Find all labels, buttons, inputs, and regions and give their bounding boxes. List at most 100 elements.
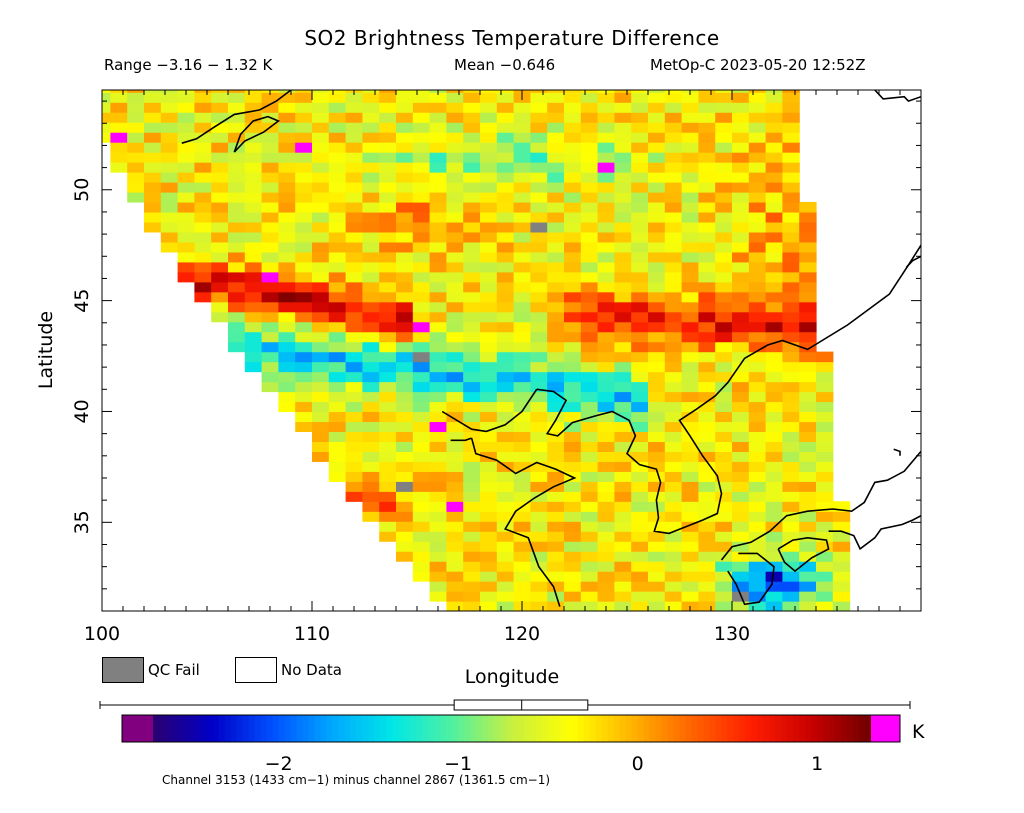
colorbar-segment [571,715,579,742]
heatmap-cell [446,581,464,592]
heatmap-cell [664,142,683,153]
heatmap-cell [194,152,212,163]
heatmap-cell [597,591,615,602]
heatmap-cell [698,571,716,582]
heatmap-cell [631,571,649,582]
heatmap-cell [429,571,447,582]
heatmap-cell [396,221,414,233]
heatmap-cell [698,72,715,83]
heatmap-cell [816,471,834,482]
heatmap-cell [278,241,296,253]
heatmap-cell [732,401,750,413]
heatmap-cell [732,601,750,611]
heatmap-cell [648,191,666,203]
colorbar-segment [613,715,621,742]
heatmap-cell [429,461,447,472]
heatmap-cell [765,221,783,233]
heatmap-cell [631,381,649,393]
heatmap-cell [648,341,666,353]
heatmap-cell [496,371,515,383]
heatmap-cell [480,201,498,213]
colorbar-segment [583,715,591,742]
colorbar-segment [164,715,172,742]
heatmap-cell [698,321,716,333]
heatmap-cell [496,291,515,303]
heatmap-cell [278,311,296,323]
heatmap-cell [765,321,783,333]
heatmap-cell [698,591,716,602]
heatmap-cell [396,501,414,512]
heatmap-cell [379,451,397,462]
heatmap-cell [245,72,262,83]
heatmap-cell [379,431,397,442]
heatmap-cell [345,321,363,333]
heatmap-cell [648,441,666,452]
heatmap-cell [631,401,649,413]
heatmap-cell [194,221,212,233]
heatmap-cell [799,241,817,253]
heatmap-cell [463,511,481,522]
heatmap-cell [480,271,498,283]
heatmap-cell [160,142,179,153]
heatmap-cell [782,72,799,83]
heatmap-cell [748,281,767,293]
heatmap-cell [379,371,397,383]
heatmap-cell [463,401,481,413]
heatmap-cell [160,112,179,123]
heatmap-cell [782,371,800,383]
heatmap-cell [446,371,464,383]
heatmap-cell [748,221,767,233]
heatmap-cell [631,411,649,423]
heatmap-cell [144,172,162,183]
heatmap-cell [396,441,414,452]
heatmap-cell [379,142,397,153]
heatmap-cell [631,261,649,273]
heatmap-cell [261,381,279,393]
heatmap-cell [295,211,313,223]
heatmap-cell [379,271,397,283]
heatmap-cell [782,531,800,542]
colorbar-segment [799,715,806,742]
heatmap-cell [244,271,263,283]
heatmap-cell [429,481,447,492]
heatmap-cell [429,431,447,442]
heatmap-cell [732,411,750,423]
heatmap-cell [295,122,313,133]
heatmap-cell [345,152,363,163]
heatmap-cell [429,122,447,133]
heatmap-cell [513,261,531,273]
heatmap-cell [782,541,800,552]
heatmap-cell [312,122,330,133]
coastline [233,115,280,153]
colorbar-segment [577,715,585,742]
heatmap-cell [799,201,817,213]
heatmap-cell [547,291,565,303]
heatmap-cell [614,531,632,542]
heatmap-cell [664,241,683,253]
heatmap-cell [261,191,279,203]
heatmap-cell [530,162,548,173]
heatmap-cell [463,182,481,193]
heatmap-cell [295,231,313,243]
heatmap-cell [681,581,699,592]
heatmap-cell [748,551,767,562]
range-readout: Range −3.16 − 1.32 K [104,56,273,74]
heatmap-cell [782,201,800,213]
heatmap-cell [496,481,515,492]
heatmap-cell [396,451,414,462]
heatmap-cell [312,351,330,363]
heatmap-cell [580,501,599,512]
heatmap-cell [614,361,632,373]
heatmap-cell [194,231,212,243]
heatmap-cell [312,132,330,143]
heatmap-cell [698,182,716,193]
heatmap-cell [698,381,716,393]
heatmap-cell [194,122,212,133]
heatmap-cell [362,152,380,163]
heatmap-cell [547,271,565,283]
heatmap-cell [782,551,800,562]
heatmap-cell [698,201,716,213]
heatmap-cell [816,501,834,512]
heatmap-cell [664,122,683,133]
heatmap-cell [681,102,699,113]
